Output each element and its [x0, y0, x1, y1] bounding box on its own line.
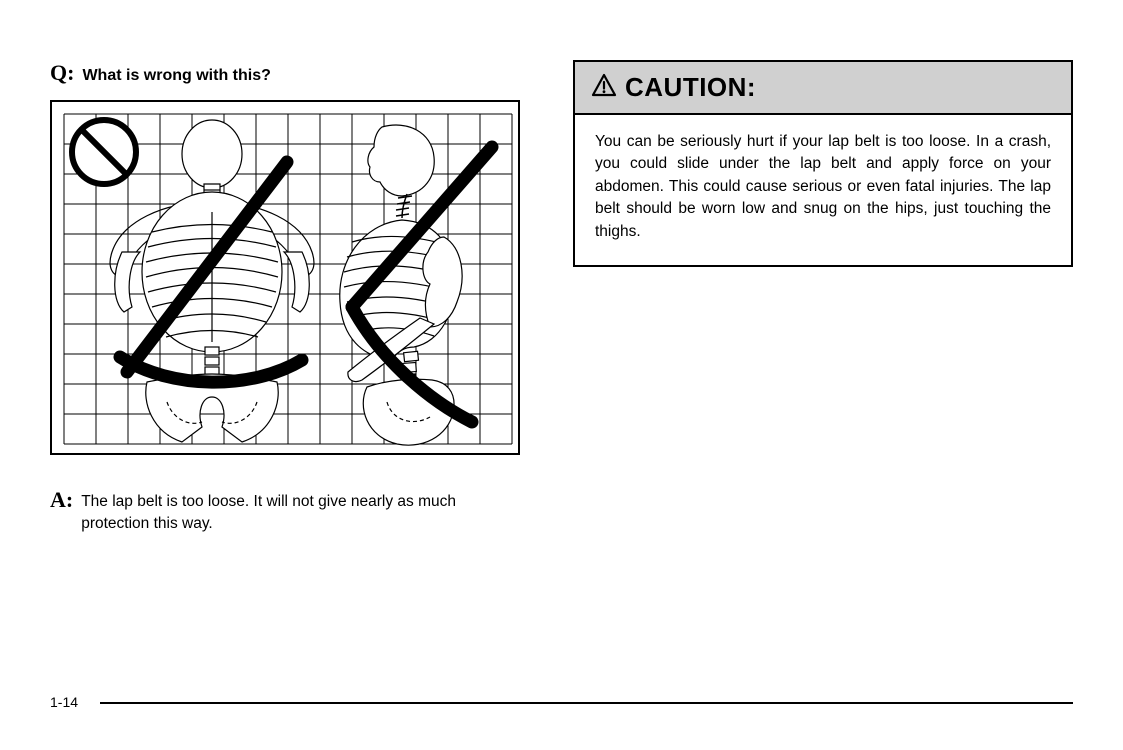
question-text: What is wrong with this?: [82, 67, 270, 85]
caution-header: CAUTION:: [575, 62, 1071, 115]
seatbelt-diagram-svg: [52, 102, 520, 455]
footer-rule: [100, 702, 1073, 704]
illustration: [50, 100, 520, 455]
answer-text: The lap belt is too loose. It will not g…: [81, 489, 523, 536]
answer-line: A: The lap belt is too loose. It will no…: [50, 489, 523, 536]
warning-triangle-icon: [591, 73, 617, 102]
question-marker: Q:: [50, 60, 74, 86]
caution-title: CAUTION:: [625, 72, 756, 103]
caution-body-text: You can be seriously hurt if your lap be…: [575, 115, 1071, 265]
answer-marker: A:: [50, 489, 73, 511]
question-line: Q: What is wrong with this?: [50, 60, 523, 86]
page-number: 1-14: [50, 694, 78, 710]
caution-box: CAUTION: You can be seriously hurt if yo…: [573, 60, 1073, 267]
prohibition-icon: [72, 120, 136, 184]
